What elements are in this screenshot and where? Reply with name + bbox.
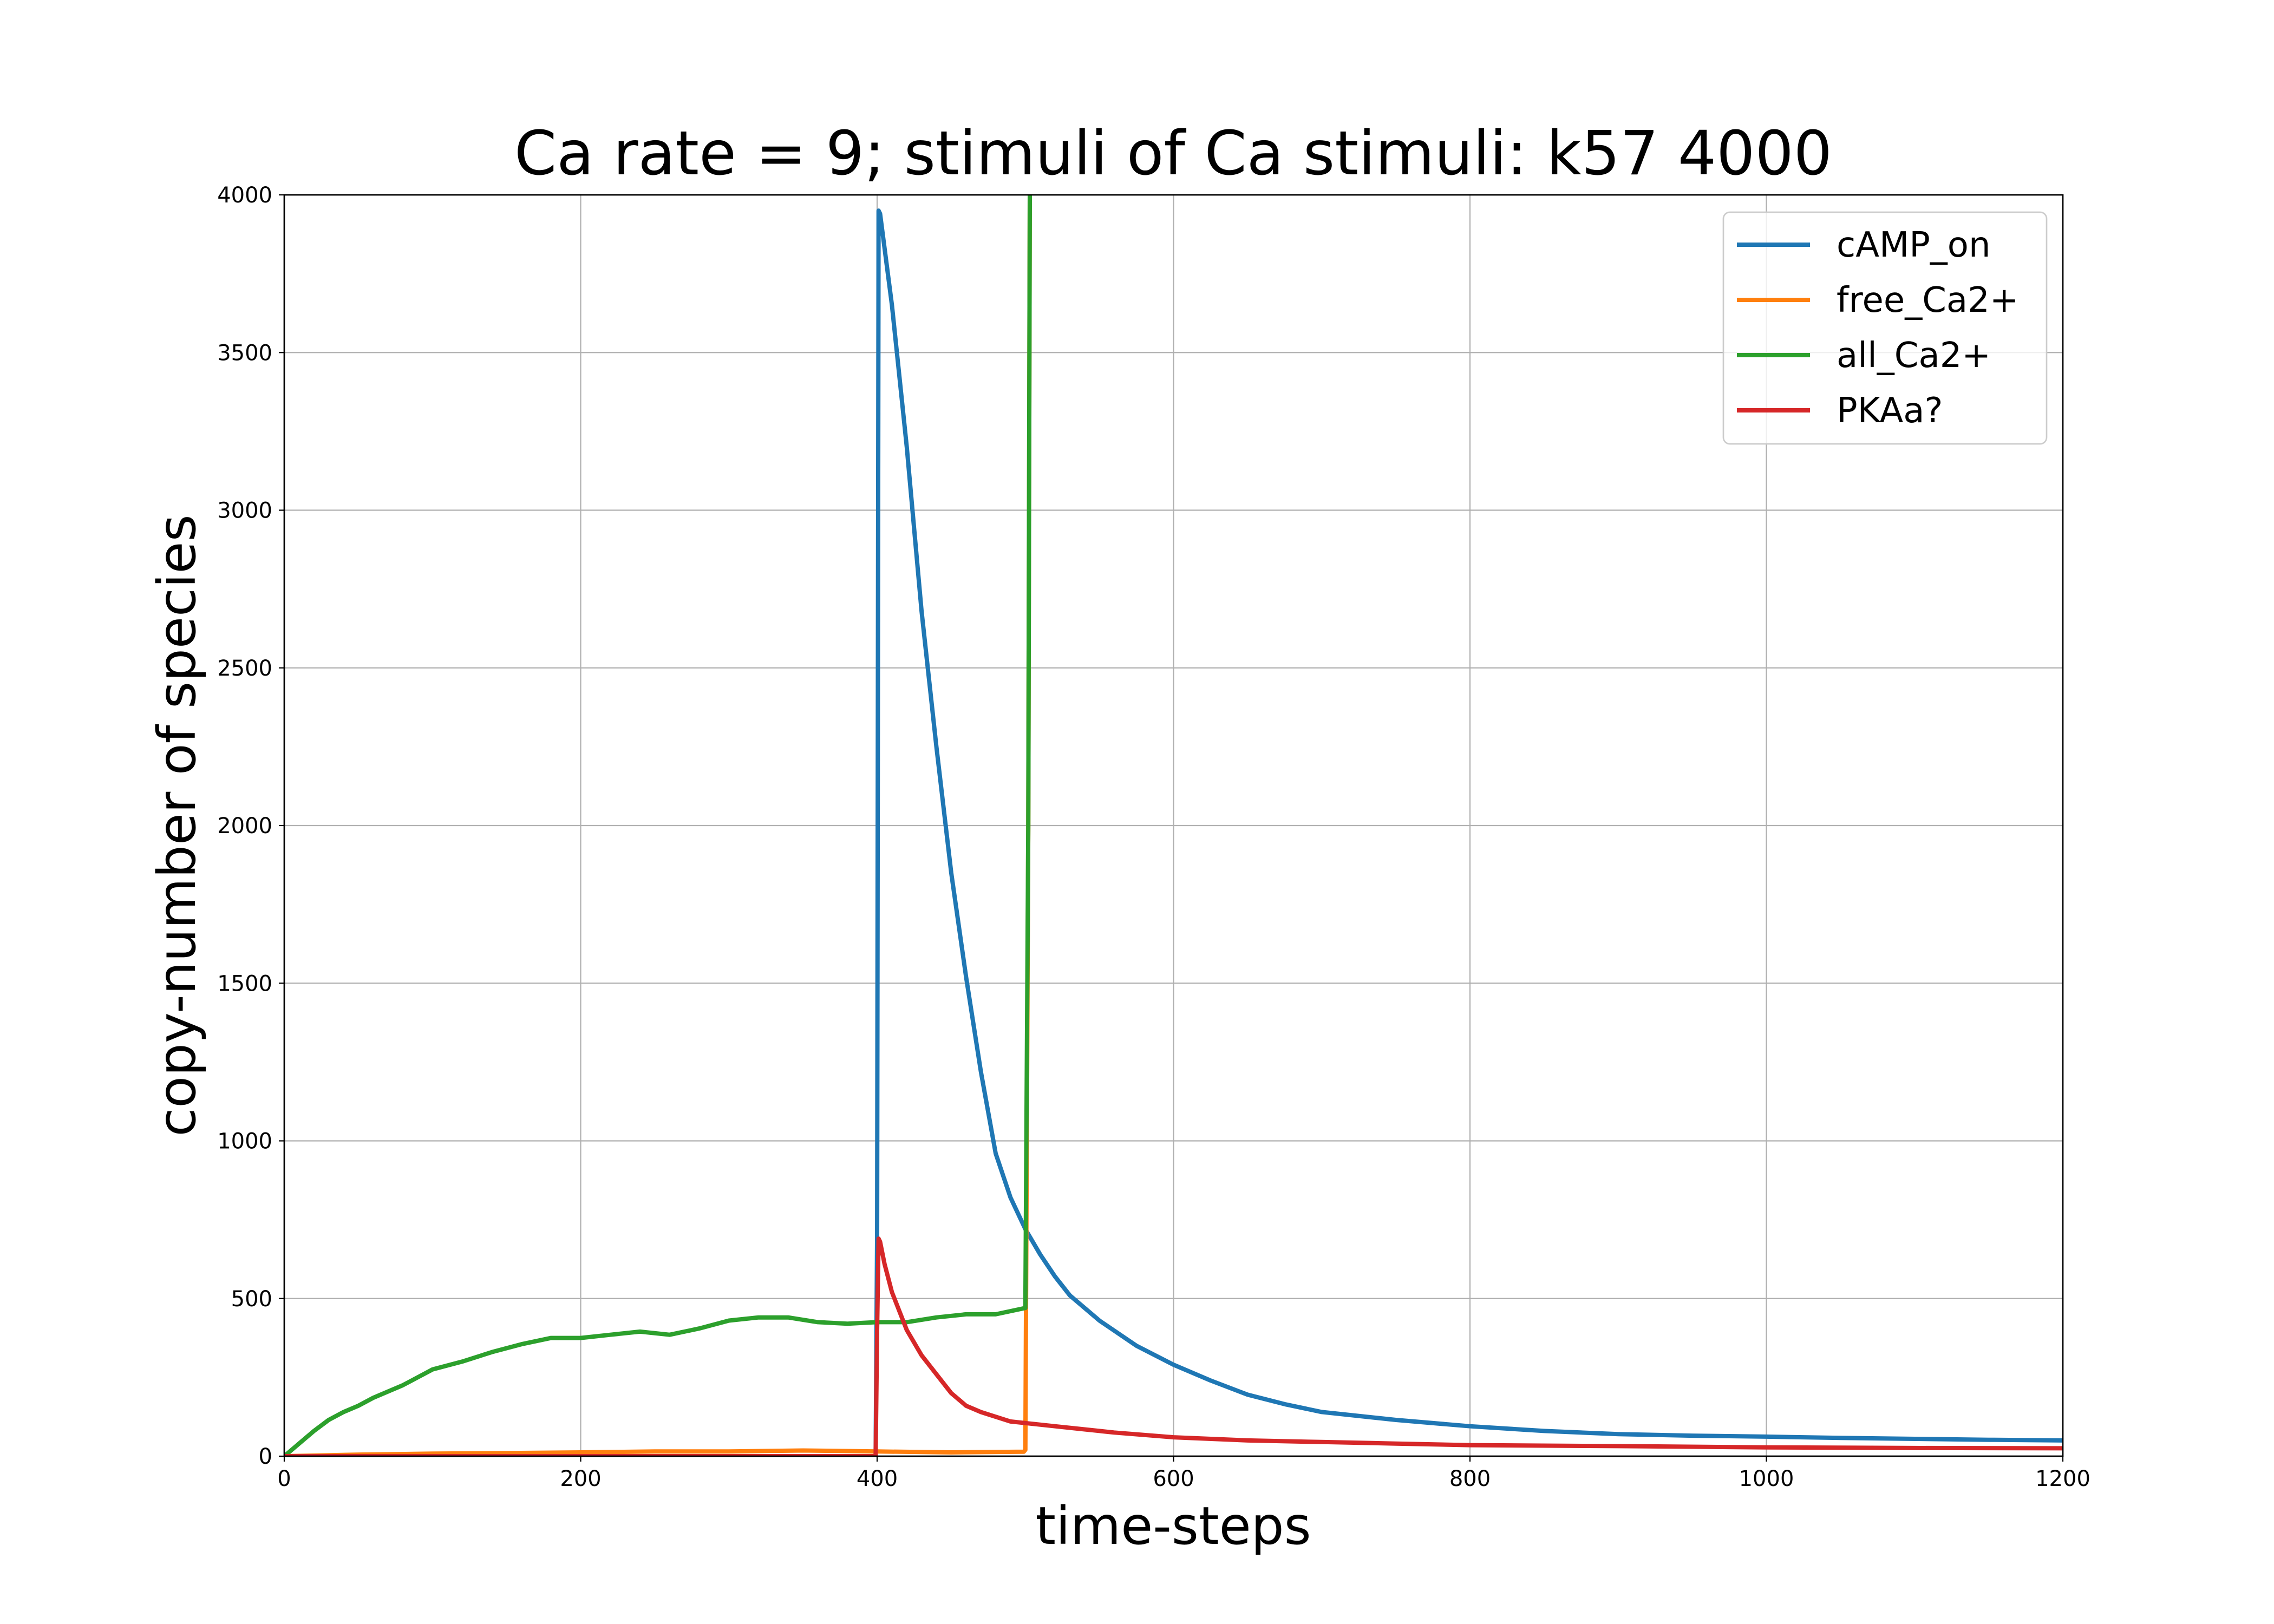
x-tick-label: 600 <box>1153 1466 1194 1491</box>
y-tick-label: 0 <box>259 1444 272 1469</box>
legend-box <box>1722 211 2048 445</box>
y-tick-label: 2500 <box>217 656 272 681</box>
legend: cAMP_on free_Ca2+ all_Ca2+ PKAa? <box>1722 211 2048 445</box>
y-tick-label: 1500 <box>217 971 272 996</box>
y-tick-label: 2000 <box>217 814 272 839</box>
series-lines <box>284 195 2063 1456</box>
x-tick-label: 400 <box>857 1466 898 1491</box>
chart-title: Ca rate = 9; stimuli of Ca stimuli: k57 … <box>514 119 1832 189</box>
legend-label-pkaa: PKAa? <box>1837 391 1943 431</box>
y-axis-label: copy-number of species <box>147 515 207 1137</box>
series-line-all-ca2 <box>284 195 1032 1456</box>
legend-label-free-ca2: free_Ca2+ <box>1837 280 2018 320</box>
x-tick-label: 0 <box>277 1466 291 1491</box>
legend-label-all-ca2: all_Ca2+ <box>1837 336 1991 376</box>
y-tick-label: 3000 <box>217 499 272 523</box>
axis-ticks: 0 200 400 600 800 1000 1200 0 500 1000 1500 2000 250… <box>217 183 2090 1491</box>
legend-label-camp-on: cAMP_on <box>1837 225 1991 265</box>
series-line-camp-on <box>284 208 2063 1456</box>
series-line-pkaa <box>284 1236 2063 1456</box>
y-tick-label: 4000 <box>217 183 272 208</box>
x-tick-label: 200 <box>560 1466 601 1491</box>
y-tick-label: 3500 <box>217 340 272 365</box>
series-line-free-ca2 <box>284 195 1032 1456</box>
y-tick-label: 500 <box>231 1287 272 1312</box>
x-tick-label: 800 <box>1449 1466 1491 1491</box>
x-axis-label: time-steps <box>1035 1496 1311 1556</box>
x-tick-label: 1000 <box>1739 1466 1794 1491</box>
y-tick-label: 1000 <box>217 1129 272 1154</box>
x-tick-label: 1200 <box>2035 1466 2090 1491</box>
